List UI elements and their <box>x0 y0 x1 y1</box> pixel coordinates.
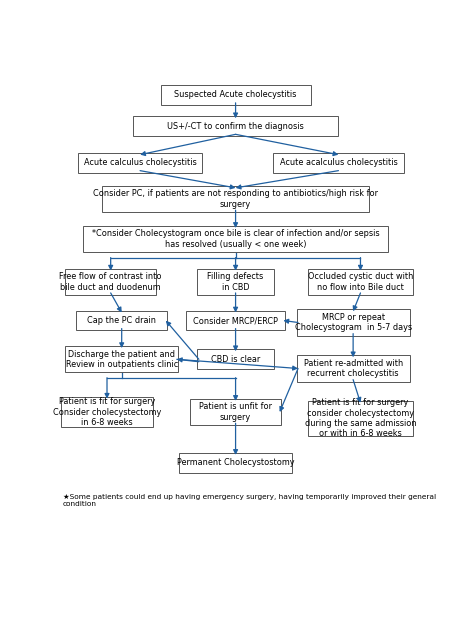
FancyBboxPatch shape <box>133 116 338 136</box>
Text: Filling defects
in CBD: Filling defects in CBD <box>208 272 264 291</box>
Text: Permanent Cholecystostomy: Permanent Cholecystostomy <box>177 459 294 467</box>
Text: Suspected Acute cholecystitis: Suspected Acute cholecystitis <box>174 91 297 99</box>
FancyBboxPatch shape <box>65 269 156 295</box>
FancyBboxPatch shape <box>78 153 202 172</box>
Text: Occluded cystic duct with
no flow into Bile duct: Occluded cystic duct with no flow into B… <box>308 272 413 291</box>
Text: Acute acalculus cholecystitis: Acute acalculus cholecystitis <box>280 158 397 167</box>
FancyBboxPatch shape <box>76 311 167 330</box>
Text: MRCP or repeat
Cholecystogram  in 5-7 days: MRCP or repeat Cholecystogram in 5-7 day… <box>294 313 412 332</box>
FancyBboxPatch shape <box>273 153 404 172</box>
FancyBboxPatch shape <box>297 309 410 335</box>
Text: Patient re-admitted with
recurrent cholecystitis: Patient re-admitted with recurrent chole… <box>303 359 403 378</box>
Text: Acute calculus cholecystitis: Acute calculus cholecystitis <box>84 158 196 167</box>
FancyBboxPatch shape <box>102 186 369 212</box>
Text: Patient is fit for surgery
consider cholecystectomy
during the same admission
or: Patient is fit for surgery consider chol… <box>305 398 416 438</box>
FancyBboxPatch shape <box>186 311 285 330</box>
FancyBboxPatch shape <box>308 401 413 436</box>
FancyBboxPatch shape <box>83 226 388 252</box>
FancyBboxPatch shape <box>197 349 274 369</box>
Text: US+/-CT to confirm the diagnosis: US+/-CT to confirm the diagnosis <box>167 122 304 131</box>
FancyBboxPatch shape <box>308 269 413 295</box>
Text: Consider PC, if patients are not responding to antibiotics/high risk for
surgery: Consider PC, if patients are not respond… <box>93 189 378 209</box>
FancyBboxPatch shape <box>297 355 410 382</box>
Text: Patient is unfit for
surgery: Patient is unfit for surgery <box>199 403 272 422</box>
Text: ★Some patients could end up having emergency surgery, having temporarily improve: ★Some patients could end up having emerg… <box>63 494 436 508</box>
Text: Consider MRCP/ERCP: Consider MRCP/ERCP <box>193 316 278 325</box>
FancyBboxPatch shape <box>190 399 281 425</box>
FancyBboxPatch shape <box>62 397 153 427</box>
FancyBboxPatch shape <box>179 453 292 473</box>
Text: CBD is clear: CBD is clear <box>211 355 260 364</box>
Text: *Consider Cholecystogram once bile is clear of infection and/or sepsis
has resol: *Consider Cholecystogram once bile is cl… <box>92 230 379 249</box>
FancyBboxPatch shape <box>161 85 310 105</box>
Text: Discharge the patient and
Review in outpatients clinic: Discharge the patient and Review in outp… <box>65 350 178 369</box>
Text: Patient is fit for surgery
Consider cholecystectomy
in 6-8 weeks: Patient is fit for surgery Consider chol… <box>53 397 161 427</box>
Text: Cap the PC drain: Cap the PC drain <box>87 316 156 325</box>
FancyBboxPatch shape <box>197 269 274 295</box>
FancyBboxPatch shape <box>65 346 178 372</box>
Text: Free flow of contrast into
bile duct and duodenum: Free flow of contrast into bile duct and… <box>59 272 162 291</box>
